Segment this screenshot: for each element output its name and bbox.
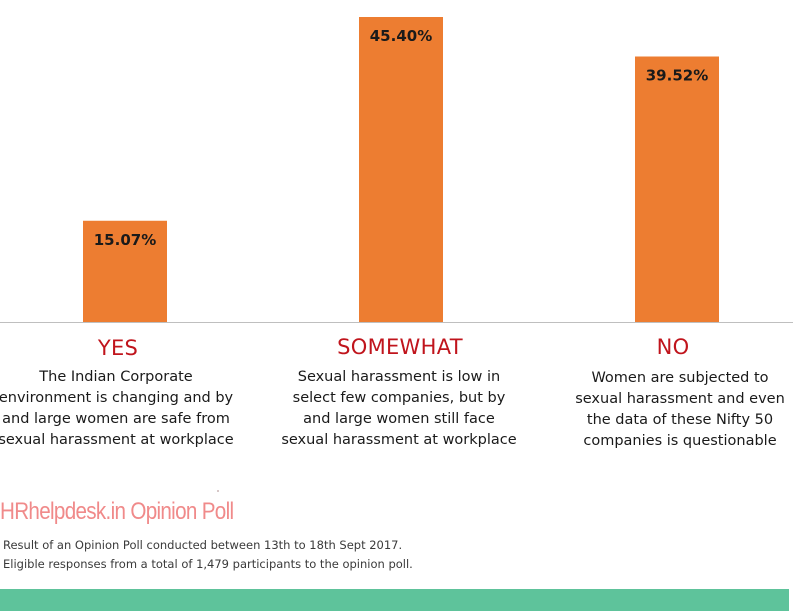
bar-value-label-somewhat: 45.40% [370,27,432,45]
decorative-dot [217,490,219,492]
category-description-somewhat: Sexual harassment is low in select few c… [281,369,517,448]
poll-note-dates: Result of an Opinion Poll conducted betw… [3,538,403,552]
category-label-somewhat: SOMEWHAT [337,335,463,359]
bar-somewhat [359,17,443,322]
bar-value-label-no: 39.52% [646,67,708,85]
poll-note-participants: Eligible responses from a total of 1,479… [3,557,413,571]
category-description-no: Women are subjected to sexual harassment… [575,370,785,449]
brand-title: HRhelpdesk.in Opinion Poll [0,498,234,525]
category-label-no: NO [656,335,690,359]
bar-yes [83,220,167,322]
bar-no [635,56,719,323]
bar-chart: 15.07% 45.40% 39.52% [0,17,793,323]
bar-value-label-yes: 15.07% [94,231,156,249]
category-label-yes: YES [97,336,139,360]
category-description-yes: The Indian Corporate environment is chan… [0,369,234,448]
footer-bar [0,589,789,611]
